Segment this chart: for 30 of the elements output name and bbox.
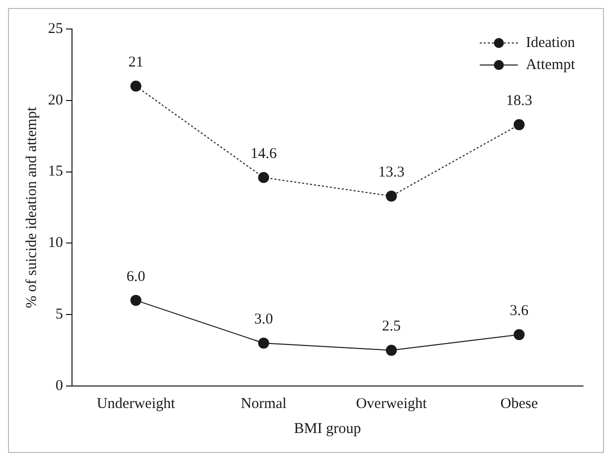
x-tick-label: Underweight [96, 396, 176, 412]
y-tick-label: 0 [56, 378, 63, 394]
point [258, 338, 270, 349]
legend-label: Attempt [526, 56, 576, 73]
y-tick-label: 10 [48, 235, 63, 252]
data-label: 6.0 [126, 268, 146, 285]
data-label: 2.5 [382, 318, 401, 335]
y-tick-label: 20 [48, 92, 63, 108]
y-axis-title: % of suicide ideation and attempt [24, 106, 40, 308]
y-tick-label: 25 [48, 20, 63, 37]
point [386, 190, 397, 202]
data-label: 18.3 [506, 93, 532, 110]
data-label: 3.6 [510, 303, 529, 320]
x-tick-label: Normal [240, 396, 287, 412]
x-tick-label: Obese [500, 396, 538, 412]
x-tick-label: Overweight [356, 396, 428, 412]
y-tick-label: 5 [56, 306, 63, 323]
point [386, 344, 397, 356]
data-label: 14.6 [250, 146, 278, 162]
y-tick-label: 15 [48, 164, 63, 180]
point [258, 172, 270, 184]
legend-label: Ideation [526, 34, 576, 51]
point [514, 119, 525, 130]
point [514, 329, 525, 340]
x-axis-title: BMI group [294, 420, 362, 437]
data-label: 21 [128, 54, 144, 71]
point [130, 294, 142, 306]
point [130, 80, 142, 92]
data-label: 13.3 [378, 164, 404, 181]
data-label: 3.0 [254, 312, 273, 328]
